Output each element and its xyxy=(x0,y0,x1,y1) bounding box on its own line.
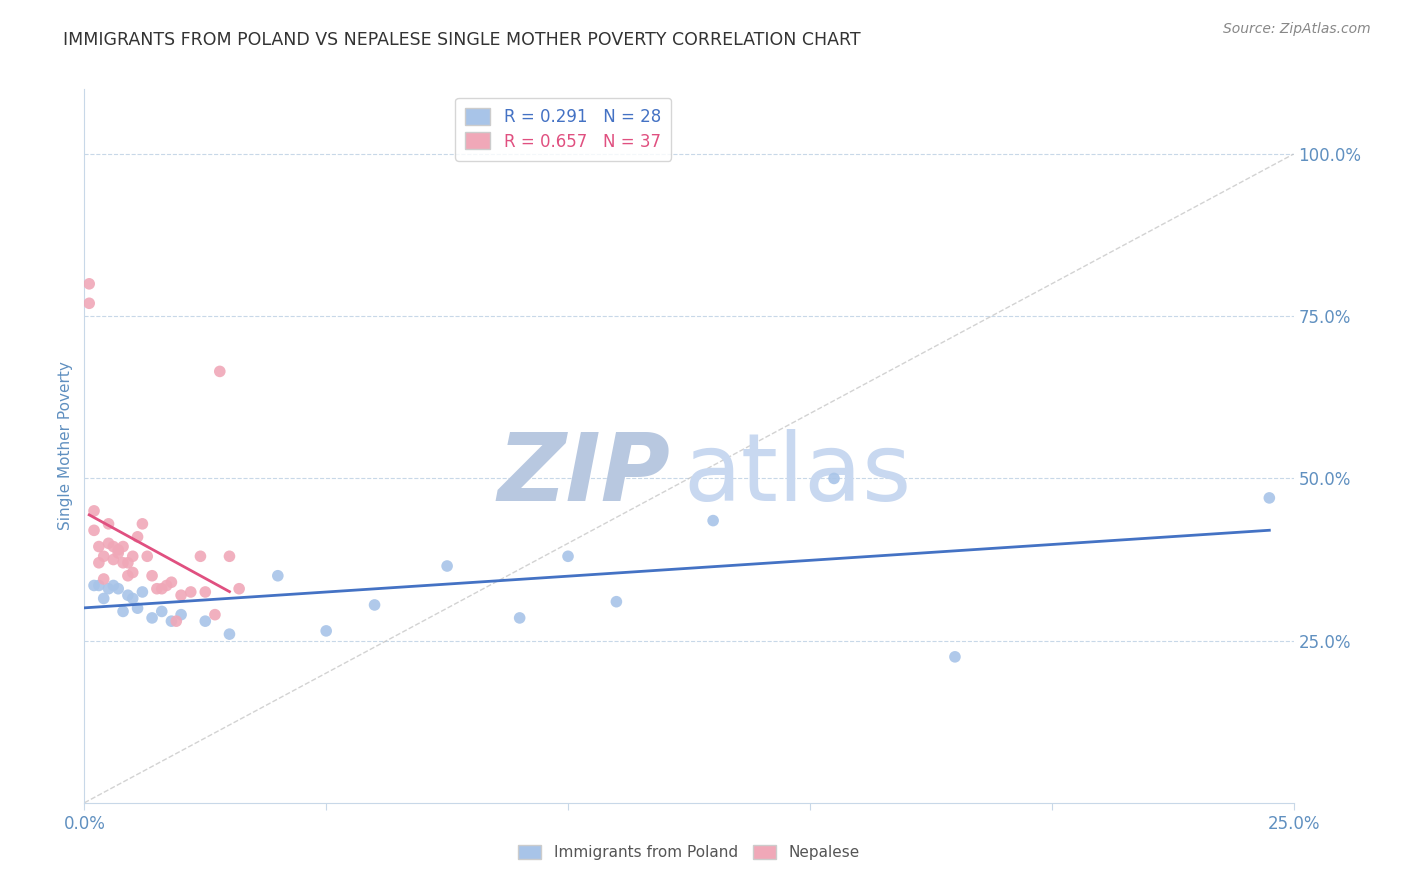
Point xyxy=(228,582,250,596)
Point xyxy=(155,578,177,592)
Point xyxy=(93,591,115,606)
Point xyxy=(823,471,845,485)
Point xyxy=(107,542,129,557)
Point xyxy=(170,588,193,602)
Point xyxy=(127,601,149,615)
Point xyxy=(93,572,115,586)
Point xyxy=(141,568,163,582)
Point xyxy=(208,364,231,378)
Point xyxy=(943,649,966,664)
Text: atlas: atlas xyxy=(683,428,911,521)
Point xyxy=(557,549,579,564)
Point xyxy=(97,536,120,550)
Point xyxy=(121,566,143,580)
Point xyxy=(204,607,226,622)
Point xyxy=(112,604,135,618)
Point xyxy=(146,582,169,596)
Point xyxy=(103,552,125,566)
Point xyxy=(83,578,105,592)
Point xyxy=(150,582,173,596)
Point xyxy=(180,585,202,599)
Point xyxy=(170,607,193,622)
Text: ZIP: ZIP xyxy=(498,428,671,521)
Point xyxy=(194,585,217,599)
Point xyxy=(165,614,187,628)
Point xyxy=(131,516,153,531)
Point xyxy=(267,568,290,582)
Point xyxy=(103,578,125,592)
Point xyxy=(117,556,139,570)
Text: Source: ZipAtlas.com: Source: ZipAtlas.com xyxy=(1223,22,1371,37)
Point xyxy=(127,530,149,544)
Text: IMMIGRANTS FROM POLAND VS NEPALESE SINGLE MOTHER POVERTY CORRELATION CHART: IMMIGRANTS FROM POLAND VS NEPALESE SINGL… xyxy=(63,31,860,49)
Point xyxy=(77,296,100,310)
Point xyxy=(190,549,212,564)
Point xyxy=(150,604,173,618)
Point xyxy=(509,611,531,625)
Point xyxy=(436,559,458,574)
Legend: Immigrants from Poland, Nepalese: Immigrants from Poland, Nepalese xyxy=(512,839,866,866)
Point xyxy=(1258,491,1281,505)
Point xyxy=(83,524,105,538)
Point xyxy=(107,582,129,596)
Point xyxy=(87,540,110,554)
Point xyxy=(131,585,153,599)
Point xyxy=(77,277,100,291)
Point xyxy=(112,556,135,570)
Point xyxy=(93,549,115,564)
Point xyxy=(218,549,240,564)
Point xyxy=(160,614,183,628)
Point xyxy=(87,578,110,592)
Point xyxy=(107,546,129,560)
Point xyxy=(121,591,143,606)
Point xyxy=(117,588,139,602)
Point xyxy=(83,504,105,518)
Point xyxy=(218,627,240,641)
Point xyxy=(363,598,385,612)
Point xyxy=(605,595,627,609)
Point xyxy=(97,582,120,596)
Point xyxy=(121,549,143,564)
Point xyxy=(97,516,120,531)
Point xyxy=(136,549,159,564)
Point xyxy=(702,514,724,528)
Point xyxy=(160,575,183,590)
Point xyxy=(103,540,125,554)
Y-axis label: Single Mother Poverty: Single Mother Poverty xyxy=(58,361,73,531)
Point xyxy=(315,624,337,638)
Point xyxy=(117,568,139,582)
Point xyxy=(194,614,217,628)
Point xyxy=(141,611,163,625)
Point xyxy=(87,556,110,570)
Point xyxy=(112,540,135,554)
